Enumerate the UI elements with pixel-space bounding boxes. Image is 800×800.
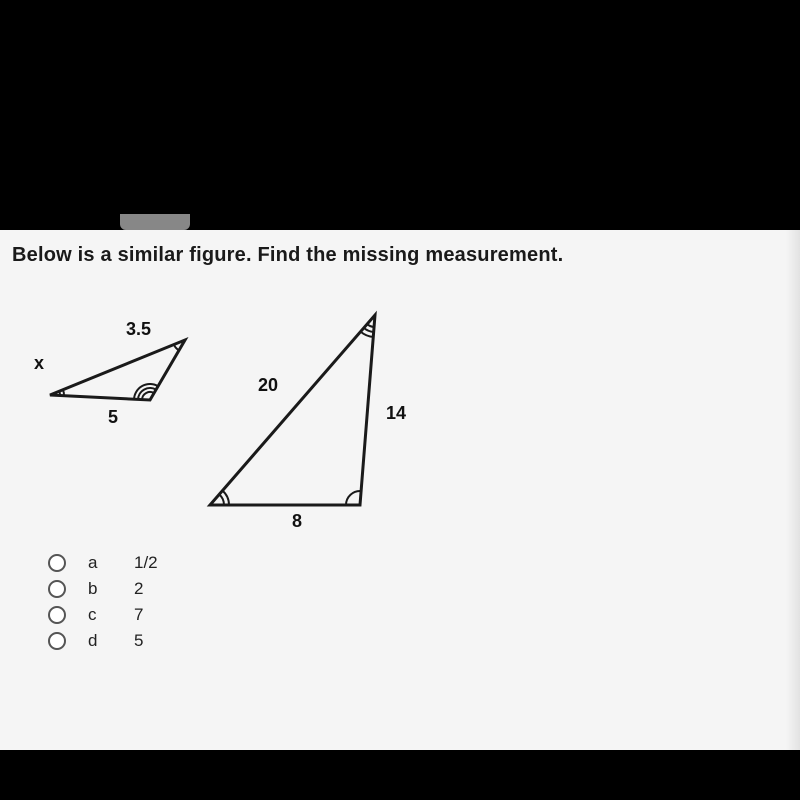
option-letter: c [88,605,134,625]
small-triangle [50,340,185,400]
option-letter: d [88,631,134,651]
radio-icon[interactable] [48,606,66,624]
option-letter: b [88,579,134,599]
option-a[interactable]: a 1/2 [48,553,780,573]
small-triangle-angle-marks [59,345,179,400]
small-triangle-top-label: 3.5 [126,319,151,340]
similar-triangles-figure: 3.5 x 5 20 14 8 [30,295,450,525]
option-value: 5 [134,631,143,651]
option-value: 2 [134,579,143,599]
option-value: 7 [134,605,143,625]
large-triangle-left-label: 20 [258,375,278,396]
large-triangle-right-label: 14 [386,403,406,424]
option-letter: a [88,553,134,573]
radio-icon[interactable] [48,580,66,598]
radio-icon[interactable] [48,554,66,572]
option-b[interactable]: b 2 [48,579,780,599]
answer-options: a 1/2 b 2 c 7 d 5 [48,553,780,651]
large-triangle [210,315,375,505]
partial-ui-fragment [120,214,190,230]
radio-icon[interactable] [48,632,66,650]
small-triangle-bottom-label: 5 [108,407,118,428]
small-triangle-left-label: x [34,353,44,374]
large-triangle-bottom-label: 8 [292,511,302,532]
question-panel: Below is a similar figure. Find the miss… [0,230,800,750]
option-value: 1/2 [134,553,158,573]
large-triangle-angle-marks [219,324,374,505]
option-c[interactable]: c 7 [48,605,780,625]
option-d[interactable]: d 5 [48,631,780,651]
question-prompt: Below is a similar figure. Find the miss… [12,244,780,267]
